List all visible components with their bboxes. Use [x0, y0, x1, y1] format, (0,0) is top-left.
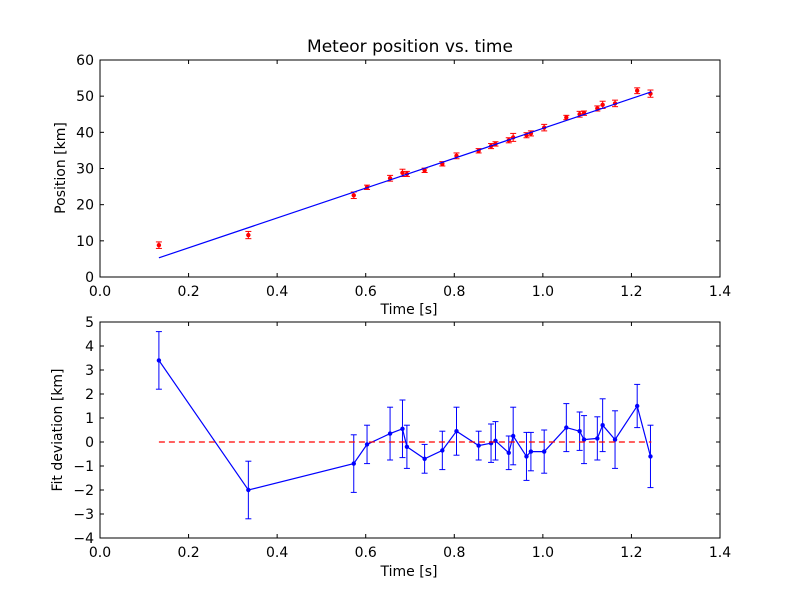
deviation-data-point: [400, 426, 405, 431]
deviation-data-point: [541, 449, 547, 454]
deviation-data-point: [440, 448, 445, 453]
deviation-x-axis-label: Time [s]: [380, 564, 438, 580]
position-x-tick-label: 0.6: [355, 284, 377, 300]
deviation-data-point: [577, 429, 582, 434]
deviation-x-tick-label: 1.0: [532, 545, 554, 561]
deviation-x-tick-label: 0.4: [266, 545, 288, 561]
position-axes-frame: [99, 59, 721, 278]
position-x-tick-label: 0.8: [443, 284, 465, 300]
deviation-data-point: [595, 436, 600, 441]
deviation-x-tick-label: 0.6: [355, 545, 377, 561]
deviation-x-tick-label: 0.8: [443, 545, 465, 561]
deviation-x-tick-label: 0.0: [89, 545, 111, 561]
deviation-y-tick-label: −4: [73, 531, 94, 547]
position-x-tick-label: 1.0: [532, 284, 554, 300]
deviation-y-tick-label: −1: [73, 459, 94, 475]
position-panel: 0.0 0.2 0.4 0.6 0.8 1.0 1.2 1.4 0 10 20 30 40 50 60: [76, 53, 731, 300]
position-x-tick-label: 1.2: [620, 284, 642, 300]
deviation-data-point: [387, 431, 393, 436]
position-y-tick-label: 60: [76, 53, 94, 69]
chart-title: Meteor position vs. time: [307, 37, 513, 57]
position-y-tick-label: 40: [76, 125, 94, 141]
deviation-axes-frame: [99, 321, 721, 539]
position-y-tick-label: 50: [76, 89, 94, 105]
deviation-data-point: [581, 437, 587, 442]
position-x-axis-label: Time [s]: [380, 302, 438, 318]
position-data-point: [246, 232, 251, 238]
position-data-point: [400, 170, 405, 176]
deviation-x-tick-label: 1.4: [709, 545, 731, 561]
position-x-tick-label: 1.4: [709, 284, 731, 300]
deviation-data-point: [564, 425, 569, 430]
deviation-y-tick-label: 0: [85, 435, 94, 451]
deviation-panel: 0.0 0.2 0.4 0.6 0.8 1.0 1.2 1.4 −4 −3 −2 −1 0 1 2 3 4 5: [73, 315, 731, 561]
deviation-data-point: [351, 461, 356, 466]
position-y-tick-label: 10: [76, 234, 94, 250]
deviation-data-point: [510, 433, 516, 439]
deviation-data-point: [454, 429, 459, 434]
deviation-y-tick-label: 5: [85, 315, 94, 331]
position-data-point: [600, 102, 605, 108]
position-fit-line: [158, 91, 652, 259]
deviation-data-point: [156, 358, 162, 363]
deviation-data-point: [600, 423, 605, 428]
position-y-tick-label: 0: [85, 270, 94, 286]
deviation-y-tick-label: −3: [73, 507, 94, 523]
deviation-y-tick-label: 3: [85, 363, 94, 379]
position-y-tick-label: 30: [76, 162, 94, 178]
position-data-point: [156, 242, 162, 248]
position-x-tick-label: 0.4: [266, 284, 288, 300]
deviation-x-tick-label: 0.2: [177, 545, 199, 561]
deviation-data-point: [634, 403, 640, 409]
deviation-data-point: [246, 487, 251, 493]
position-x-tick-label: 0.2: [177, 284, 199, 300]
position-data-point: [634, 88, 640, 93]
deviation-y-tick-label: 4: [85, 339, 94, 355]
deviation-series-line: [158, 360, 652, 491]
position-data-point: [564, 115, 569, 120]
position-y-axis-label: Position [km]: [53, 122, 69, 214]
position-x-tick-label: 0.0: [89, 284, 111, 300]
deviation-data-point: [404, 444, 410, 449]
deviation-y-tick-label: 1: [85, 411, 94, 427]
deviation-data-point: [612, 437, 618, 442]
deviation-data-point: [648, 454, 653, 459]
deviation-y-tick-label: −2: [73, 483, 94, 499]
position-data-point: [351, 193, 356, 198]
deviation-y-tick-label: 2: [85, 387, 94, 403]
deviation-data-point: [528, 449, 534, 454]
deviation-x-tick-label: 1.2: [620, 545, 642, 561]
deviation-data-point: [476, 443, 481, 448]
deviation-y-axis-label: Fit deviation [km]: [50, 368, 66, 491]
deviation-data-point: [364, 442, 370, 447]
deviation-data-point: [524, 454, 529, 459]
position-y-tick-label: 20: [76, 198, 94, 214]
deviation-data-point: [422, 456, 427, 461]
deviation-data-point: [506, 450, 511, 455]
